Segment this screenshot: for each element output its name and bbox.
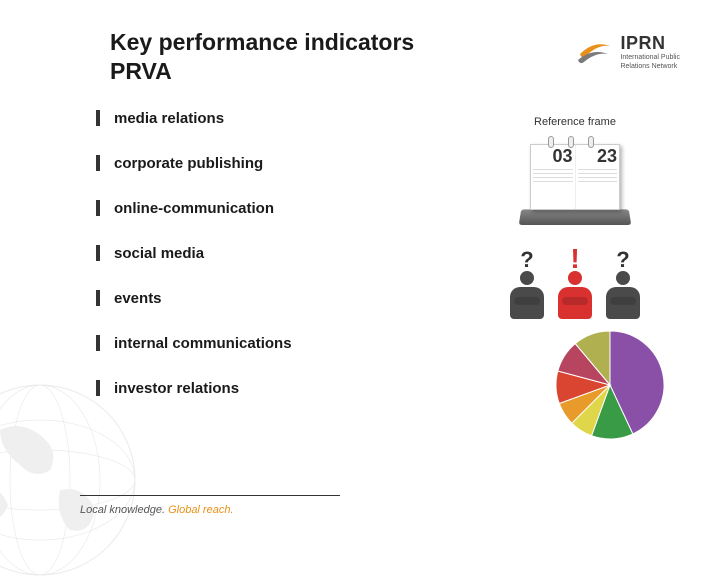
bullet-item: social media	[96, 245, 460, 262]
calendar-illustration: 03 23	[510, 136, 640, 226]
logo-sub-1: International Public	[620, 54, 680, 61]
bullet-marker-icon	[96, 335, 100, 351]
bullet-item: corporate publishing	[96, 155, 460, 172]
logo-swoosh-icon	[574, 32, 614, 72]
bullet-item: events	[96, 290, 460, 307]
tagline: Local knowledge. Global reach.	[80, 504, 680, 516]
slide-title: Key performance indicators PRVA	[110, 28, 414, 86]
bullet-marker-icon	[96, 110, 100, 126]
globe-background	[0, 380, 140, 580]
bullet-text: online-communication	[114, 200, 274, 217]
person-silhouette: ?	[510, 247, 544, 319]
person-silhouette: !	[558, 243, 592, 319]
calendar-right-num: 23	[578, 147, 618, 165]
people-illustration: ?!?	[490, 234, 660, 319]
bullet-marker-icon	[96, 245, 100, 261]
slide: Key performance indicators PRVA IPRN Int…	[0, 0, 720, 540]
person-silhouette: ?	[606, 247, 640, 319]
bullet-list: media relations corporate publishing onl…	[96, 110, 460, 455]
reference-column: Reference frame 03 23 ?!?	[460, 110, 690, 455]
bullet-item: internal communications	[96, 335, 460, 352]
bullet-text: social media	[114, 245, 204, 262]
question-icon: ?	[616, 247, 629, 273]
bullet-text: media relations	[114, 110, 224, 127]
reference-label: Reference frame	[460, 116, 690, 128]
tagline-local: Local knowledge.	[80, 504, 165, 516]
bullet-marker-icon	[96, 200, 100, 216]
logo-main-text: IPRN	[620, 34, 680, 52]
title-line-1: Key performance indicators	[110, 29, 414, 55]
bullet-text: internal communications	[114, 335, 292, 352]
iprn-logo: IPRN International Public Relations Netw…	[574, 32, 680, 72]
bullet-item: media relations	[96, 110, 460, 127]
bullet-marker-icon	[96, 290, 100, 306]
pie-chart	[490, 325, 690, 455]
calendar-left-num: 03	[533, 147, 573, 165]
tagline-global: Global reach.	[168, 504, 233, 516]
bullet-item: online-communication	[96, 200, 460, 217]
bullet-text: corporate publishing	[114, 155, 263, 172]
logo-text: IPRN International Public Relations Netw…	[620, 34, 680, 70]
footer: Local knowledge. Global reach.	[80, 495, 680, 517]
header: Key performance indicators PRVA IPRN Int…	[0, 0, 720, 86]
logo-sub-2: Relations Network	[620, 63, 680, 70]
title-line-2: PRVA	[110, 58, 172, 84]
bullet-text: events	[114, 290, 162, 307]
question-icon: ?	[520, 247, 533, 273]
footer-divider	[80, 495, 340, 497]
bullet-item: investor relations	[96, 380, 460, 397]
bullet-marker-icon	[96, 155, 100, 171]
